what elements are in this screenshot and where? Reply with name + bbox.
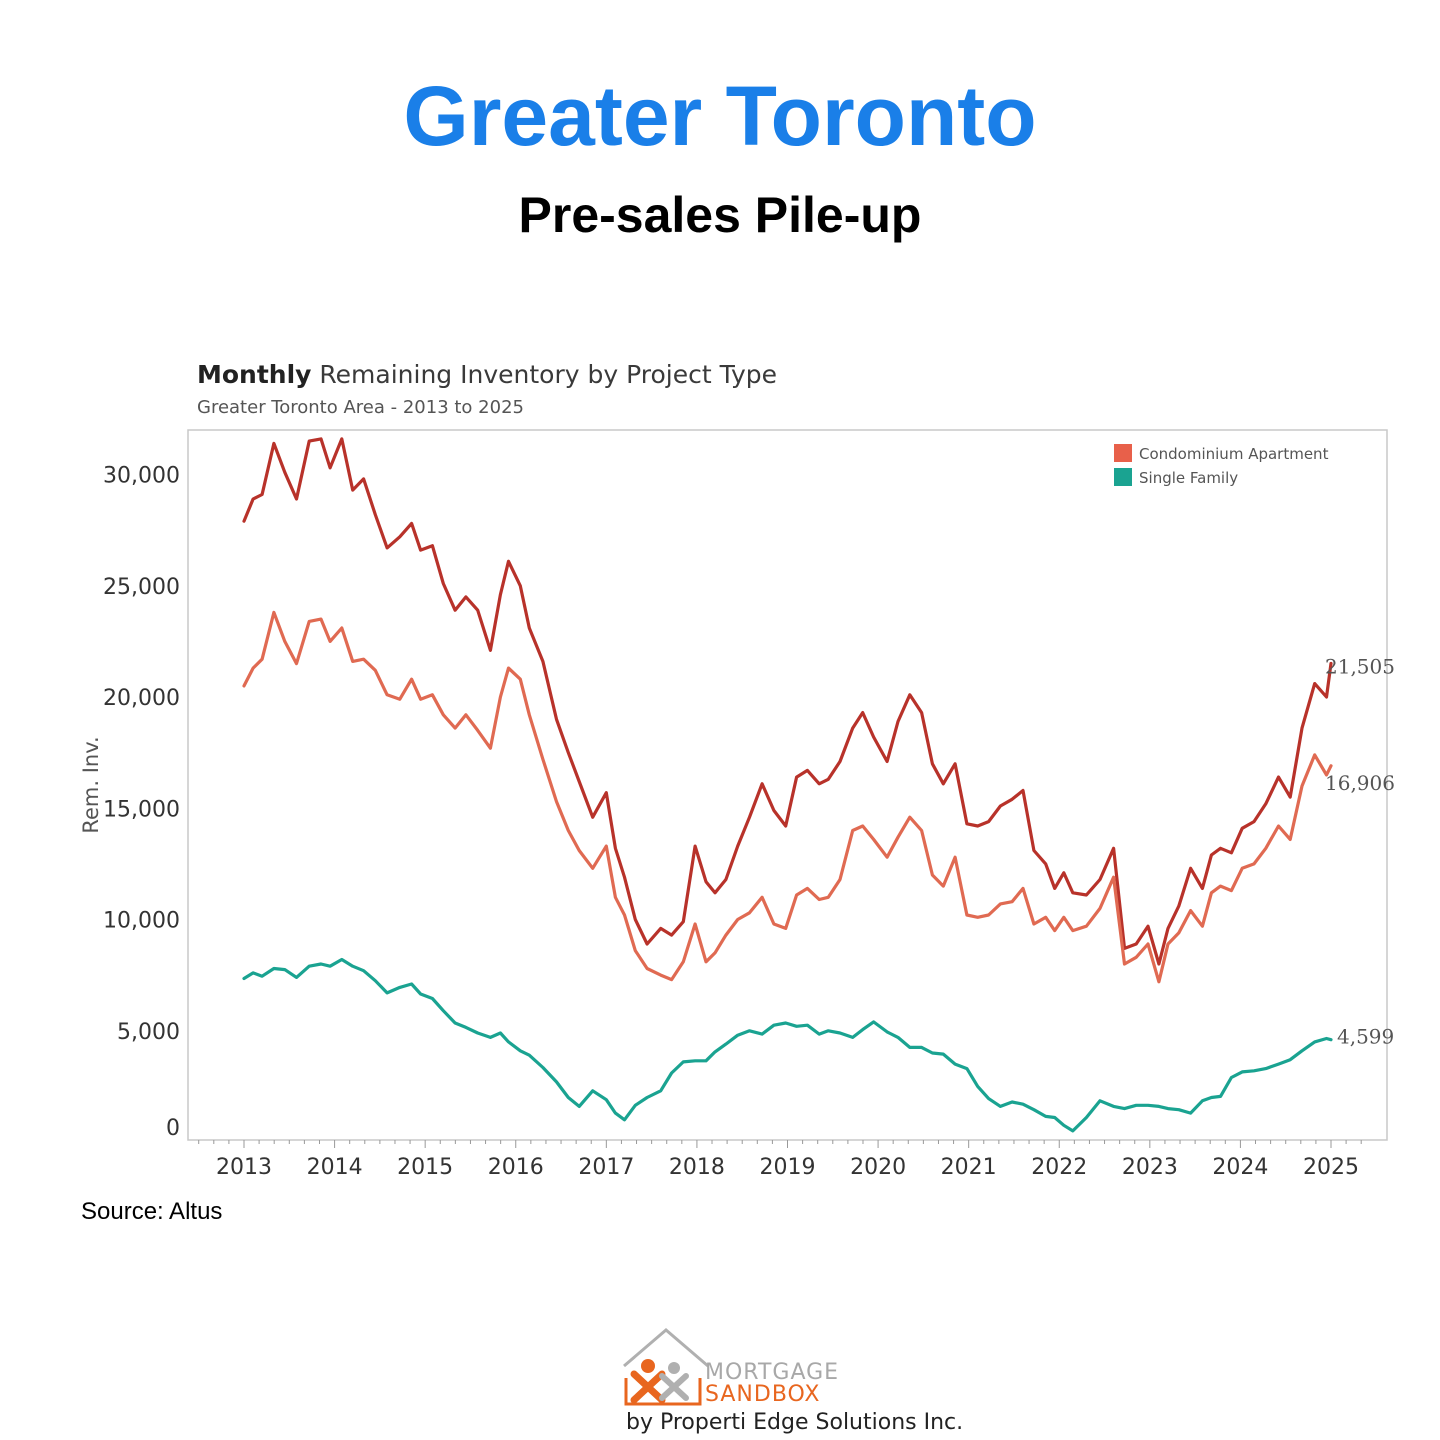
page-title: Greater Toronto [403,69,1037,163]
logo-figure-head-orange [641,1359,655,1373]
x-tick-label: 2019 [760,1155,816,1180]
x-tick-label: 2018 [669,1155,725,1180]
logo-house-base [624,1378,702,1406]
series-line-single-family [242,957,1333,1133]
logo-text-mortgage: MORTGAGE [705,1360,840,1385]
series-line-condominium-apartment [242,610,1333,984]
logo-text-sandbox: SANDBOX [705,1382,821,1407]
x-tick-label: 2015 [397,1155,453,1180]
end-labels: 21,505 16,906 4,599 [1325,655,1395,1049]
y-tick-label: 20,000 [103,686,180,711]
chart-title: Monthly Remaining Inventory by Project T… [197,360,777,389]
x-axis: 2013 2014 2015 2016 2017 2018 2019 2020 2021 2022… [198,1140,1362,1180]
y-axis-label: Rem. Inv. [79,736,103,833]
y-tick-label: 10,000 [103,909,180,934]
x-tick-label: 2016 [488,1155,544,1180]
logo-byline: by Properti Edge Solutions Inc. [626,1410,964,1435]
y-tick-label: 15,000 [103,797,180,822]
y-tick-label: 0 [166,1116,180,1141]
y-tick-label: 30,000 [103,464,180,489]
series-lines [242,437,1333,1133]
x-tick-label: 2022 [1031,1155,1087,1180]
y-axis: 0 5,000 10,000 15,000 20,000 25,000 30,000 [103,464,180,1142]
logo-figure-body-gray [659,1373,689,1401]
x-tick-label: 2014 [307,1155,363,1180]
logo-house-roof [623,1328,709,1368]
legend: Condominium Apartment Single Family [1114,444,1329,487]
legend-label-single-family: Single Family [1139,469,1238,487]
y-tick-label: 25,000 [103,575,180,600]
chart-title-bold: Monthly [197,360,312,389]
y-tick-label: 5,000 [117,1020,180,1045]
end-value-label: 21,505 [1325,655,1395,679]
source-note: Source: Altus [81,1198,223,1225]
legend-label-condominium: Condominium Apartment [1139,445,1329,463]
x-tick-label: 2021 [941,1155,997,1180]
series-line-total [242,437,1333,966]
logo-figure-head-gray [668,1362,680,1374]
x-tick-label: 2013 [216,1155,272,1180]
x-tick-label: 2020 [850,1155,906,1180]
x-tick-label: 2023 [1122,1155,1178,1180]
page-subtitle: Pre-sales Pile-up [518,187,922,243]
end-value-label: 4,599 [1337,1025,1394,1049]
chart-subtitle: Greater Toronto Area - 2013 to 2025 [197,397,524,418]
x-tick-label: 2024 [1212,1155,1268,1180]
legend-swatch-single-family [1114,468,1132,486]
x-tick-label: 2017 [578,1155,634,1180]
end-value-label: 16,906 [1325,771,1395,795]
chart-title-rest: Remaining Inventory by Project Type [319,360,777,389]
x-tick-label: 2025 [1303,1155,1359,1180]
mortgage-sandbox-logo [623,1328,709,1406]
legend-swatch-condominium [1114,444,1132,462]
plot-area-border [187,429,1388,1141]
logo-figure-body-orange [630,1370,666,1404]
